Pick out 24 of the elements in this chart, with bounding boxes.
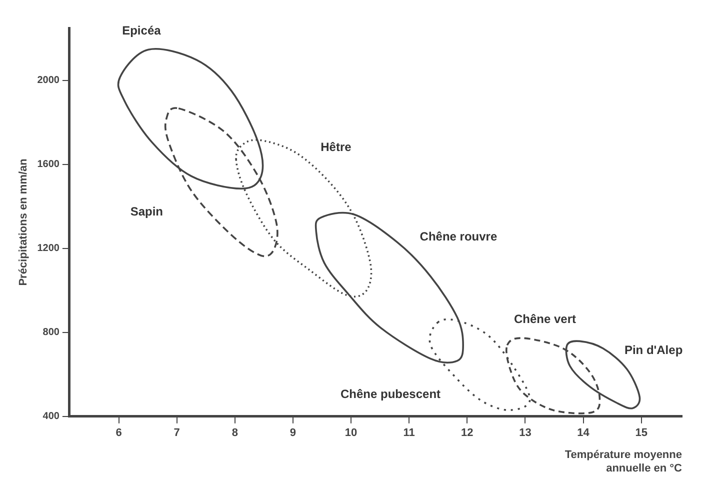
x-tick-label: 14 — [577, 427, 590, 440]
y-tick-label: 800 — [42, 327, 60, 338]
x-tick-label: 13 — [519, 427, 532, 440]
x-tick-label: 10 — [344, 427, 358, 440]
x-tick-label: 15 — [635, 427, 648, 440]
y-axis-title: Précipitations en mm/an — [18, 158, 30, 286]
annotation: Sapin — [130, 204, 164, 219]
x-tick-label: 7 — [174, 427, 180, 440]
annotation: Chêne vert — [514, 312, 576, 326]
annotation: Hêtre — [320, 140, 352, 154]
annotation: Pin d'Alep — [624, 342, 683, 357]
y-tick-label: 400 — [42, 411, 60, 422]
x-axis-title: Température moyenne annuelle en °C — [564, 449, 682, 474]
x-tick-label: 11 — [403, 427, 415, 440]
x-tick-label: 9 — [290, 427, 296, 440]
annotation: Chêne rouvre — [420, 229, 498, 244]
y-tick-label: 1200 — [37, 243, 60, 254]
y-tick-label: 1600 — [37, 159, 60, 170]
annotation: Chêne pubescent — [340, 387, 441, 402]
x-tick-label: 12 — [461, 427, 474, 440]
annotation: Epicéa — [122, 23, 162, 38]
y-tick-label: 2000 — [37, 75, 60, 86]
x-tick-label: 8 — [232, 427, 238, 440]
x-tick-label: 6 — [116, 427, 122, 440]
